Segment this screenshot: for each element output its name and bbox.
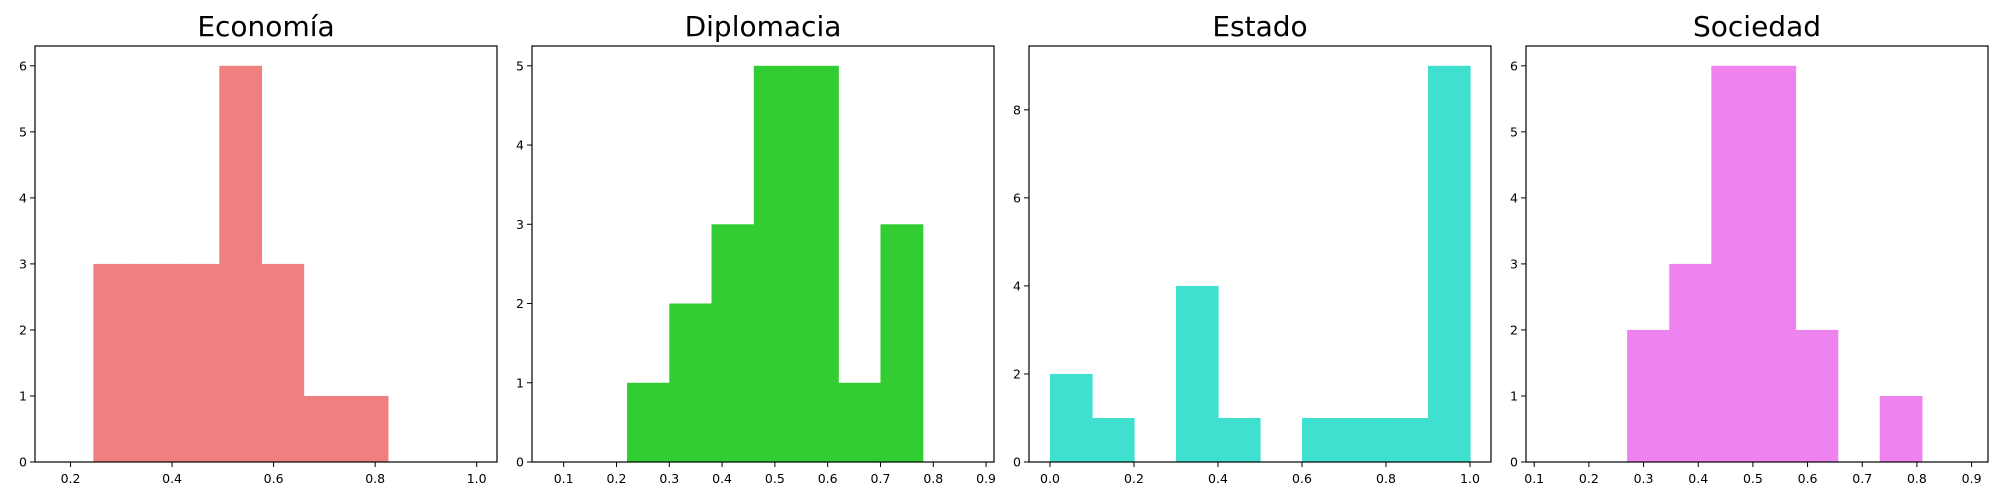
histogram-bar [1753, 65, 1797, 463]
plot-frame [1525, 45, 1989, 463]
histogram-bar [1669, 263, 1712, 462]
x-tick-label: 0.2 [61, 471, 81, 486]
histogram-bar [627, 382, 670, 462]
histogram-bar [796, 65, 839, 463]
x-tick-label: 0.6 [264, 471, 284, 486]
histogram-bar [753, 65, 797, 463]
plot-frame [1028, 45, 1492, 463]
histogram-panel-1: 0.2 0.4 0.6 0.8 1.0 0 1 2 3 4 5 6 Economía [19, 10, 498, 486]
histogram-bar [1627, 329, 1670, 462]
histogram-bar [261, 263, 305, 462]
y-tick-label: 1 [19, 388, 27, 403]
chart-title: Sociedad [1693, 10, 1821, 43]
y-tick-label: 3 [516, 217, 524, 232]
y-tick-label: 3 [1510, 256, 1518, 271]
x-tick-label: 0.3 [659, 471, 679, 486]
y-tick-label: 5 [1510, 124, 1518, 139]
y-tick-label: 6 [1510, 58, 1518, 73]
histogram-bar [1050, 373, 1093, 462]
histogram-bar [1344, 417, 1387, 462]
histogram-bar [1092, 417, 1135, 462]
histogram-bar [1386, 417, 1429, 462]
histogram-panel-2: 0.1 0.2 0.3 0.4 0.5 0.6 0.7 0.8 0.9 0 1 2 3 4 5 Diploma… [516, 10, 996, 486]
y-tick-label: 1 [516, 375, 524, 390]
y-tick-label: 4 [19, 190, 27, 205]
x-tick-label: 0.8 [1907, 471, 1927, 486]
y-tick-label: 6 [19, 58, 27, 73]
y-tick-label: 2 [1013, 366, 1021, 381]
y-tick-label: 6 [1013, 190, 1021, 205]
x-tick-label: 0.9 [976, 471, 996, 486]
chart-title: Estado [1212, 10, 1307, 43]
histogram-bar [880, 224, 924, 462]
y-tick-label: 0 [1013, 455, 1021, 470]
plot-frame [34, 45, 498, 463]
histogram-bar [1879, 395, 1923, 462]
histogram-bar [1795, 329, 1839, 462]
y-tick-label: 2 [19, 322, 27, 337]
y-tick-label: 5 [516, 58, 524, 73]
y-tick-label: 8 [1013, 102, 1021, 117]
x-tick-label: 0.4 [1688, 471, 1708, 486]
x-tick-label: 0.4 [712, 471, 732, 486]
x-tick-label: 0.7 [1852, 471, 1872, 486]
x-tick-label: 0.6 [818, 471, 838, 486]
x-tick-label: 0.5 [765, 471, 785, 486]
histogram-bar [1218, 417, 1261, 462]
x-tick-label: 1.0 [1460, 471, 1480, 486]
y-tick-label: 0 [1510, 455, 1518, 470]
histogram-bar [303, 395, 347, 462]
y-tick-label: 4 [1013, 278, 1021, 293]
histogram-bar [93, 263, 137, 462]
x-tick-label: 0.3 [1634, 471, 1654, 486]
x-tick-label: 0.2 [607, 471, 627, 486]
chart-title: Diplomacia [685, 10, 842, 43]
y-tick-label: 3 [19, 256, 27, 271]
x-tick-label: 0.2 [1124, 471, 1144, 486]
x-tick-label: 0.5 [1743, 471, 1763, 486]
x-tick-label: 0.7 [871, 471, 891, 486]
histogram-bar [711, 224, 755, 462]
histogram-bar [1428, 65, 1471, 463]
y-tick-label: 4 [516, 138, 524, 153]
x-tick-label: 0.4 [1208, 471, 1228, 486]
y-tick-label: 4 [1510, 190, 1518, 205]
x-tick-label: 0.0 [1040, 471, 1060, 486]
plot-frame [531, 45, 995, 463]
y-tick-label: 1 [1510, 388, 1518, 403]
x-tick-label: 0.1 [554, 471, 574, 486]
histogram-bar [1302, 417, 1345, 462]
x-tick-label: 0.8 [923, 471, 943, 486]
y-tick-label: 5 [19, 124, 27, 139]
x-tick-label: 0.2 [1579, 471, 1599, 486]
x-tick-label: 0.8 [1376, 471, 1396, 486]
histogram-bar [838, 382, 882, 462]
histogram-bar [135, 263, 178, 462]
y-tick-label: 0 [19, 455, 27, 470]
histogram-panel-3: 0.0 0.2 0.4 0.6 0.8 1.0 0 2 4 6 8 Estado [1013, 10, 1492, 486]
x-tick-label: 0.9 [1962, 471, 1982, 486]
x-tick-label: 0.6 [1798, 471, 1818, 486]
histogram-bar [219, 65, 263, 463]
x-tick-label: 0.4 [162, 471, 182, 486]
y-tick-label: 2 [1510, 322, 1518, 337]
histogram-bar [177, 263, 220, 462]
x-tick-label: 0.1 [1524, 471, 1544, 486]
histogram-bar [345, 395, 389, 462]
y-tick-label: 2 [516, 296, 524, 311]
x-tick-label: 1.0 [467, 471, 487, 486]
x-tick-label: 0.6 [1292, 471, 1312, 486]
x-tick-label: 0.8 [365, 471, 385, 486]
histogram-bar [1176, 285, 1219, 462]
y-tick-label: 0 [516, 455, 524, 470]
histogram-bar [669, 303, 713, 462]
chart-title: Economía [197, 10, 334, 43]
histogram-bar [1711, 65, 1755, 463]
histogram-panel-4: 0.1 0.2 0.3 0.4 0.5 0.6 0.7 0.8 0.9 0 1 2 3 4 5 6 Socied… [1510, 10, 1989, 486]
